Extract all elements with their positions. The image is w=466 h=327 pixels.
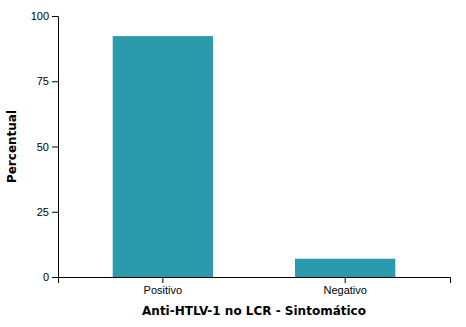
y-axis-line bbox=[52, 17, 59, 278]
y-tick: 25 bbox=[37, 206, 58, 218]
x-axis-title: Anti-HTLV-1 no LCR - Sintomático bbox=[142, 304, 366, 318]
y-tick-mark bbox=[52, 16, 58, 17]
y-tick: 50 bbox=[37, 141, 58, 153]
x-tick: Positivo bbox=[144, 277, 183, 296]
bar bbox=[295, 259, 395, 277]
y-axis: 0 25 50 75 100 bbox=[31, 10, 59, 283]
x-tick-label: Negativo bbox=[323, 284, 366, 296]
y-tick-label: 50 bbox=[37, 141, 49, 153]
y-tick-label: 100 bbox=[31, 10, 49, 22]
x-tick-mark bbox=[162, 277, 163, 283]
y-tick: 0 bbox=[43, 271, 58, 283]
chart-svg: 0 25 50 75 100 Positivo Negativo Anti-HTLV-1 no… bbox=[0, 0, 466, 327]
x-axis-line bbox=[59, 278, 451, 284]
x-tick: Negativo bbox=[323, 277, 366, 296]
chart-container: 0 25 50 75 100 Positivo Negativo Anti-HTLV-1 no… bbox=[0, 0, 466, 327]
x-axis: Positivo Negativo bbox=[59, 277, 451, 296]
y-tick-label: 0 bbox=[43, 271, 49, 283]
y-tick-mark bbox=[52, 212, 58, 213]
y-tick-label: 25 bbox=[37, 206, 49, 218]
y-axis-title: Percentual bbox=[5, 110, 19, 183]
y-tick: 75 bbox=[37, 75, 58, 87]
y-tick-mark bbox=[52, 81, 58, 82]
y-tick-label: 75 bbox=[37, 75, 49, 87]
x-tick-mark bbox=[345, 277, 346, 283]
y-tick-mark bbox=[52, 147, 58, 148]
plot: 0 25 50 75 100 Positivo Negativo bbox=[31, 10, 451, 296]
bar bbox=[113, 36, 213, 277]
y-tick: 100 bbox=[31, 10, 58, 22]
bars bbox=[113, 36, 396, 277]
x-tick-label: Positivo bbox=[144, 284, 183, 296]
y-tick-mark bbox=[52, 277, 58, 278]
